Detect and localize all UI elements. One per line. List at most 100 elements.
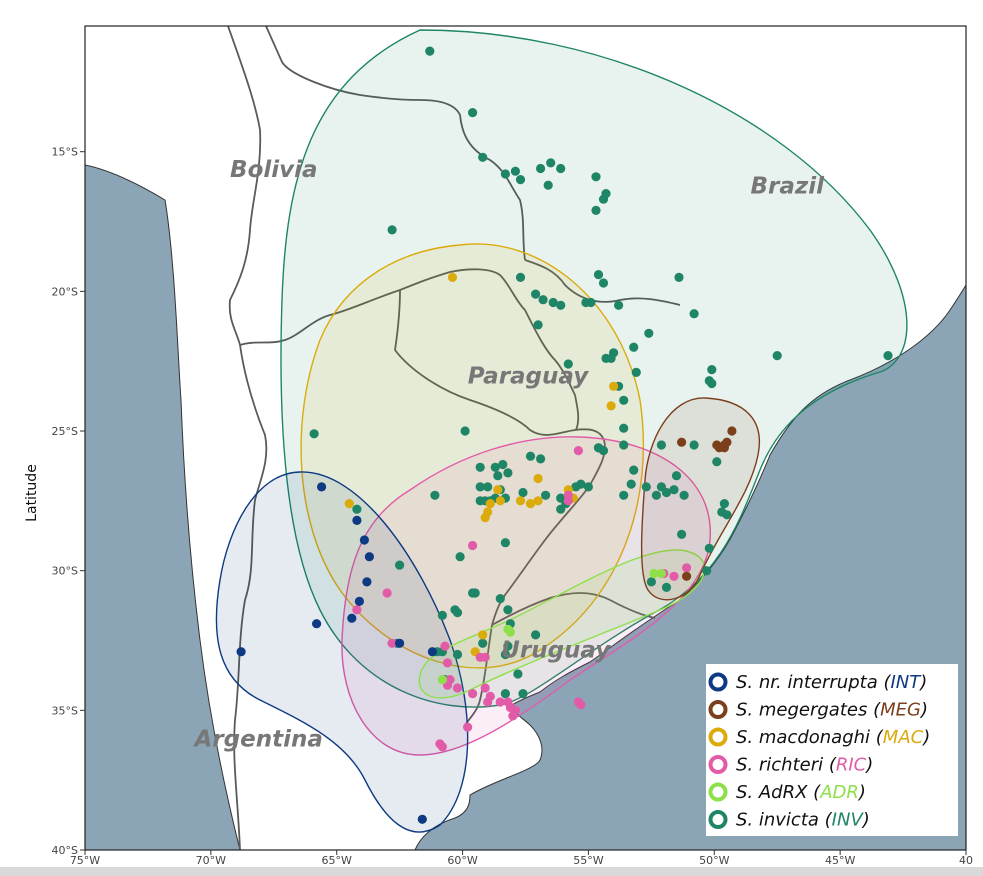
occurrence-point-ric	[480, 683, 490, 693]
occurrence-point-inv	[556, 163, 566, 174]
occurrence-point-int	[395, 638, 405, 648]
occurrence-point-inv	[679, 490, 689, 500]
occurrence-point-int	[359, 535, 369, 545]
occurrence-point-inv	[586, 297, 596, 308]
occurrence-point-inv	[646, 577, 657, 587]
occurrence-point-inv	[500, 538, 510, 548]
legend-key-ric	[708, 755, 728, 774]
occurrence-point-inv	[619, 490, 629, 500]
range-inv	[280, 29, 908, 708]
range-ric	[341, 436, 711, 756]
occurrence-point-inv	[468, 108, 478, 118]
occurrence-point-inv	[644, 328, 654, 338]
occurrence-point-inv	[614, 300, 624, 310]
occurrence-point-ric	[468, 540, 478, 551]
occurrence-point-mac	[344, 499, 354, 509]
x-tick-label: 45°W	[825, 854, 855, 867]
occurrence-point-inv	[536, 163, 546, 174]
occurrence-point-int	[317, 482, 327, 492]
occurrence-point-inv	[478, 638, 488, 648]
occurrence-point-ric	[440, 641, 450, 651]
occurrence-point-inv	[593, 270, 604, 280]
occurrence-point-inv	[689, 440, 699, 450]
species-range-hulls	[215, 29, 908, 833]
occurrence-point-ric	[442, 658, 453, 668]
x-tick-label: 55°W	[573, 854, 603, 867]
occurrence-point-inv	[707, 378, 717, 389]
occurrence-point-inv	[490, 462, 500, 472]
occurrence-point-inv	[468, 588, 478, 598]
occurrence-point-adr	[649, 568, 659, 579]
occurrence-point-inv	[495, 594, 505, 604]
occurrence-point-inv	[548, 297, 558, 308]
occurrence-point-inv	[656, 440, 667, 450]
occurrence-point-ric	[382, 588, 392, 598]
occurrence-point-inv	[619, 423, 629, 433]
occurrence-point-inv	[455, 552, 465, 562]
occurrence-point-int	[352, 515, 362, 526]
occurrence-point-inv	[671, 471, 682, 481]
occurrence-point-inv	[772, 351, 782, 361]
occurrence-point-mac	[480, 513, 490, 523]
country-label: Argentina	[193, 727, 323, 753]
legend: S. nr. interrupta (INT) S. megergates (ME…	[706, 664, 958, 836]
occurrence-point-int	[417, 814, 427, 824]
occurrence-point-inv	[541, 490, 551, 500]
occurrence-point-inv	[460, 426, 470, 436]
occurrence-point-inv	[571, 482, 581, 492]
x-tick-label: 40	[959, 854, 973, 867]
occurrence-point-int	[312, 619, 322, 629]
y-tick-label: 30°S	[52, 565, 78, 578]
occurrence-point-inv	[591, 172, 601, 182]
legend-key-inv	[708, 810, 728, 829]
occurrence-point-mac	[493, 485, 503, 495]
occurrence-point-inv	[387, 225, 397, 235]
occurrence-point-ric	[573, 446, 584, 456]
legend-key-int	[708, 672, 728, 692]
occurrence-point-inv	[677, 529, 687, 540]
occurrence-point-inv	[531, 630, 541, 640]
occurrence-point-inv	[689, 309, 699, 319]
occurrence-point-ric	[387, 638, 397, 648]
occurrence-point-int	[364, 552, 374, 562]
occurrence-point-meg	[714, 443, 724, 453]
occurrence-point-inv	[533, 320, 543, 330]
occurrence-point-inv	[538, 295, 548, 305]
occurrence-point-inv	[518, 689, 528, 699]
occurrence-point-inv	[483, 482, 493, 492]
occurrence-point-inv	[641, 482, 651, 492]
occurrence-point-inv	[500, 169, 510, 179]
x-tick-label: 60°W	[447, 854, 477, 867]
points-meg	[677, 426, 737, 581]
occurrence-point-meg	[682, 571, 692, 581]
y-tick-label: 20°S	[52, 285, 78, 298]
country-labels: Bolivia Brazil Paraguay Uruguay Argentina	[193, 157, 826, 753]
occurrence-point-meg	[727, 426, 737, 436]
x-axis: 75°W 70°W 65°W 60°W 55°W 50°W 45°W 40	[70, 850, 973, 867]
occurrence-point-inv	[598, 194, 609, 204]
legend-label-meg: S. megergates (MEG)	[736, 700, 928, 721]
occurrence-points	[236, 46, 893, 824]
legend-box	[706, 664, 958, 836]
occurrence-point-inv	[525, 451, 536, 461]
occurrence-point-inv	[704, 543, 714, 553]
occurrence-point-mac	[533, 473, 543, 484]
occurrence-point-ric	[352, 605, 362, 615]
occurrence-point-inv	[503, 641, 513, 651]
occurrence-point-inv	[661, 582, 672, 593]
legend-label-mac: S. macdonaghi (MAC)	[736, 727, 930, 748]
x-tick-label: 50°W	[699, 854, 729, 867]
occurrence-point-inv	[661, 487, 672, 498]
country-label: Bolivia	[230, 157, 318, 183]
y-tick-label: 25°S	[52, 425, 78, 438]
occurrence-point-inv	[500, 689, 510, 699]
occurrence-point-inv	[591, 205, 601, 215]
occurrence-point-inv	[563, 359, 573, 369]
occurrence-point-inv	[722, 510, 732, 520]
occurrence-point-inv	[626, 479, 636, 489]
x-tick-label: 75°W	[70, 854, 100, 867]
occurrence-point-inv	[493, 471, 503, 481]
occurrence-point-inv	[352, 504, 362, 514]
occurrence-point-mac	[609, 381, 619, 391]
